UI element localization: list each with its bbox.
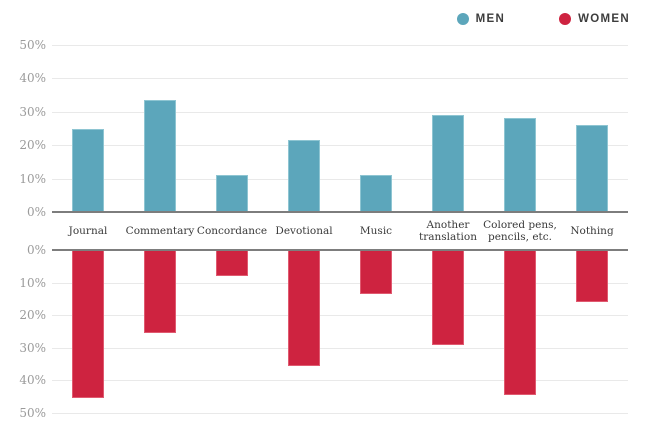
axis-tick-label: 0% [26, 243, 46, 257]
gridline [52, 178, 628, 180]
women-legend-dot-icon [559, 13, 572, 25]
bar-women-devotional [288, 250, 320, 366]
axis-tick-label: 20% [19, 308, 46, 323]
bar-men-music [360, 175, 392, 212]
axis-tick-label: 50% [19, 38, 46, 52]
axis-tick-label: 40% [19, 373, 46, 388]
gridline [52, 78, 628, 80]
bar-men-colored-pens-pencils-etc [504, 118, 536, 212]
gridline [52, 111, 628, 113]
gridline [52, 145, 628, 147]
category-label: Music [334, 213, 418, 249]
category-label-text: Devotional [275, 224, 333, 237]
gridline [52, 380, 628, 382]
axis-tick-label: 50% [19, 406, 46, 420]
category-label: Commentary [118, 213, 202, 249]
men-legend-dot-icon [456, 13, 469, 25]
category-label-text: Another translation [419, 218, 477, 244]
axis-tick-label: 40% [19, 71, 46, 86]
bar-women-concordance [216, 250, 248, 277]
legend-label-women: WOMEN [578, 13, 630, 25]
axis-tick-label: 10% [19, 171, 46, 186]
bar-men-commentary [144, 100, 176, 212]
category-label: Nothing [550, 213, 634, 249]
bar-women-another-translation [432, 250, 464, 345]
bar-men-devotional [288, 140, 320, 212]
category-label-text: Music [359, 224, 393, 237]
legend: MEN WOMEN [456, 13, 630, 25]
bar-men-nothing [576, 125, 608, 212]
bar-women-journal [72, 250, 104, 399]
category-label: Another translation [406, 213, 490, 249]
axis-tick-label: 30% [19, 104, 46, 119]
bar-women-colored-pens-pencils-etc [504, 250, 536, 396]
legend-label-men: MEN [475, 13, 506, 25]
category-label: Concordance [190, 213, 274, 249]
gridline [52, 315, 628, 317]
bar-men-journal [72, 128, 104, 212]
gridline [52, 413, 628, 414]
axis-tick-label: 0% [26, 205, 46, 219]
zero-baseline [52, 249, 628, 251]
gridline [52, 347, 628, 349]
category-label: Journal [46, 213, 130, 249]
category-label: Colored pens, pencils, etc. [478, 213, 562, 249]
legend-item-women: WOMEN [559, 13, 630, 25]
category-label-text: Colored pens, pencils, etc. [483, 218, 557, 244]
category-label-text: Journal [68, 224, 108, 237]
gridline [52, 45, 628, 46]
category-label-text: Nothing [570, 224, 614, 237]
gridline [52, 282, 628, 284]
zero-baseline [52, 211, 628, 213]
axis-tick-label: 20% [19, 138, 46, 153]
axis-tick-label: 30% [19, 340, 46, 355]
category-label: Devotional [262, 213, 346, 249]
bar-women-music [360, 250, 392, 294]
bar-men-concordance [216, 175, 248, 212]
bar-women-commentary [144, 250, 176, 334]
category-label-text: Commentary [125, 224, 195, 237]
legend-item-men: MEN [456, 13, 506, 25]
category-label-text: Concordance [196, 224, 268, 237]
bar-women-nothing [576, 250, 608, 303]
axis-tick-label: 10% [19, 275, 46, 290]
bar-men-another-translation [432, 115, 464, 212]
